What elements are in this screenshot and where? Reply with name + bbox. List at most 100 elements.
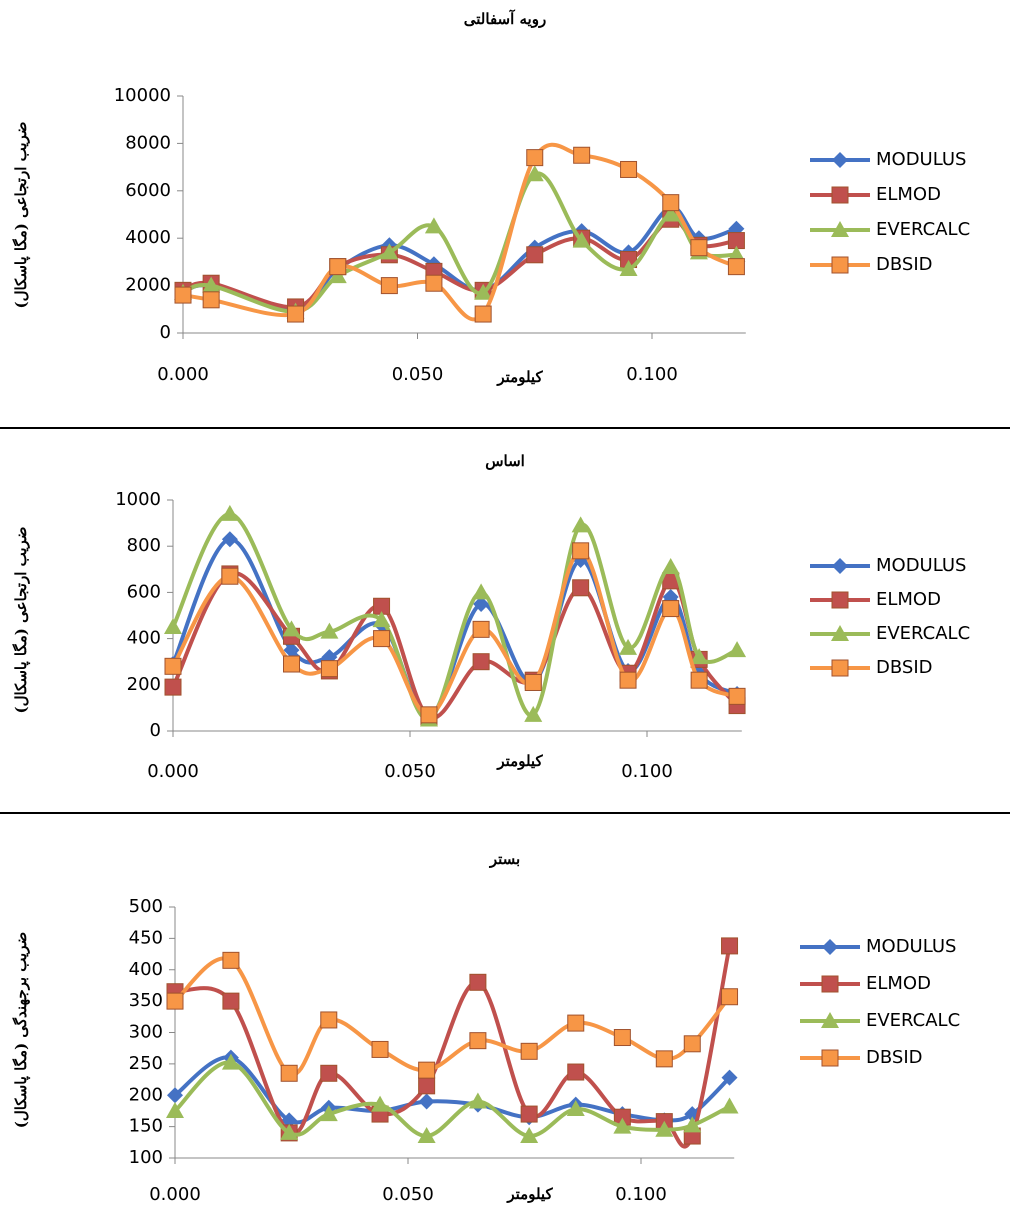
marker [202,291,220,309]
chart-title: اساس [485,452,525,470]
marker [721,1069,738,1086]
marker [472,620,490,638]
marker [280,1064,298,1082]
x-tick-label: 0.100 [615,1184,667,1205]
y-tick-label: 250 [129,1053,163,1074]
marker [619,638,638,655]
marker [174,286,192,304]
marker [525,165,544,182]
marker [282,620,301,637]
marker [566,1100,585,1117]
y-tick-label: 300 [129,1022,163,1043]
legend-label: EVERCALC [876,623,970,644]
marker [222,992,240,1010]
series-line [182,142,738,322]
y-tick-label: 450 [129,927,163,948]
marker [164,618,182,635]
marker [418,1061,436,1079]
y-tick-label: 100 [129,1147,163,1168]
marker [472,583,491,600]
marker [418,1077,436,1095]
marker [329,258,347,276]
y-tick-label: 400 [129,959,163,980]
legend-marker [831,659,849,677]
legend-marker [832,152,848,168]
legend-label: EVERCALC [876,219,970,240]
legend-label: DBSID [876,657,933,678]
legend-label: MODULUS [876,149,966,170]
marker [524,705,543,722]
marker [620,160,638,178]
y-tick-label: 4000 [125,227,171,248]
marker [472,653,490,671]
legend-marker [831,186,849,204]
legend-label: ELMOD [876,184,941,205]
marker [526,246,544,264]
y-tick-label: 6000 [125,180,171,201]
y-tick-label: 10000 [114,85,171,106]
marker [567,1063,585,1081]
series-line [182,217,737,310]
marker [283,642,300,659]
marker [220,504,239,521]
marker [613,1117,632,1134]
legend-marker [832,558,848,574]
legend-marker [821,1049,839,1067]
y-tick-label: 400 [127,628,161,649]
marker [526,149,544,167]
y-axis-label: ضریب ارتجاعی (مگا پاسکال) [12,121,31,308]
marker [287,305,305,323]
marker [281,1112,298,1129]
x-tick-label: 0.000 [147,761,199,782]
y-tick-label: 800 [127,535,161,556]
legend-marker [831,625,849,641]
x-tick-label: 0.100 [621,761,673,782]
marker [420,706,438,724]
chart-title: رویه آسفالتی [464,9,546,28]
marker [655,1050,673,1068]
legend-marker [831,591,849,609]
legend-label: DBSID [876,254,933,275]
marker [474,305,492,323]
marker [662,600,680,618]
marker [221,567,239,585]
marker [613,1029,631,1047]
marker [371,1040,389,1058]
marker [690,648,709,665]
x-axis-label: کیلومتر [496,368,543,386]
y-tick-label: 500 [129,896,163,917]
marker [619,260,638,277]
marker [320,622,339,639]
legend-label: EVERCALC [866,1010,960,1031]
marker [167,1087,183,1104]
marker [690,239,708,257]
x-tick-label: 0.050 [384,761,436,782]
series-line [182,205,738,312]
y-tick-label: 1000 [115,489,161,510]
marker [572,231,591,248]
x-axis-label: کیلومتر [506,1185,553,1203]
marker [418,1093,435,1110]
marker [520,1127,539,1144]
marker [655,1120,674,1137]
marker [524,673,542,691]
marker [424,217,443,234]
marker [720,1097,739,1114]
marker [320,660,338,678]
marker [572,542,590,560]
legend-marker [821,975,839,993]
y-tick-label: 150 [129,1116,163,1137]
marker [283,655,300,673]
marker [727,245,746,262]
legend-marker [822,939,838,955]
x-tick-label: 0.050 [382,1184,434,1205]
legend-label: MODULUS [866,936,956,957]
marker [690,671,708,689]
marker [571,516,590,533]
marker [425,274,443,292]
marker [164,678,182,696]
marker [221,1053,240,1070]
series-line [171,537,739,720]
